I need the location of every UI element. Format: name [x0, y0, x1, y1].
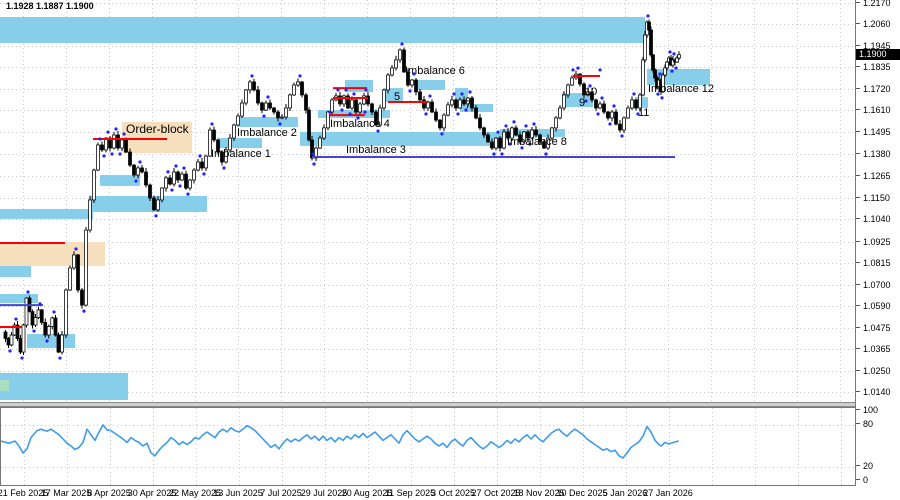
- price-tick-label: 1.0250: [856, 365, 891, 376]
- panel-separator[interactable]: [0, 402, 856, 407]
- date-tick-label: 27 Oct 2025: [471, 488, 521, 498]
- oscillator-panel[interactable]: [0, 407, 856, 486]
- oscillator-scale-label: 0: [855, 475, 869, 485]
- annotation-label[interactable]: Imbalance 3: [346, 144, 406, 156]
- date-tick-label: 21 Feb 2025: [0, 488, 49, 498]
- oscillator-scale-label: 20: [855, 461, 874, 471]
- date-tick-label: 3 Oct 2025: [430, 488, 476, 498]
- annotation-label[interactable]: 11: [638, 107, 650, 119]
- date-tick-label: 10 Dec 2025: [556, 488, 608, 498]
- date-tick-label: 7 Jul 2025: [260, 488, 302, 498]
- price-tick-label: 1.1495: [856, 127, 891, 138]
- price-tick-label: 1.0140: [856, 386, 891, 397]
- price-tick-label: 1.2170: [856, 0, 891, 9]
- date-tick-label: 30 Apr 2025: [127, 488, 177, 498]
- date-tick-label: 11 Sep 2025: [384, 488, 436, 498]
- current-price-badge: 1.1900: [856, 48, 900, 60]
- price-tick-label: 1.0475: [856, 322, 891, 333]
- annotation-label[interactable]: 7: [465, 99, 472, 111]
- price-tick-label: 1.0590: [856, 300, 891, 311]
- annotation-label[interactable]: 5: [394, 91, 401, 103]
- price-tick-label: 1.1265: [856, 171, 891, 182]
- main-chart-svg[interactable]: [0, 0, 855, 402]
- price-tick-label: 1.1150: [856, 193, 890, 204]
- price-tick-label: 1.2060: [856, 19, 891, 30]
- date-tick-label: 8 Apr 2025: [87, 488, 131, 498]
- annotation-label[interactable]: Imbalance 1: [211, 148, 271, 160]
- date-tick-label: 27 Jan 2026: [643, 488, 693, 498]
- oscillator-scale-label: 80: [855, 419, 874, 429]
- price-tick-label: 1.0700: [856, 279, 891, 290]
- annotation-label[interactable]: Imbalance 2: [237, 127, 297, 139]
- price-tick-label: 1.0925: [856, 236, 891, 247]
- price-tick-label: 1.0815: [856, 257, 891, 268]
- price-axis[interactable]: 1.1900 1.2170 1.2060 1.1945 1.1835 1.1720 1.1…: [855, 0, 900, 486]
- annotation-label[interactable]: 9: [579, 97, 586, 109]
- annotation-label[interactable]: 10: [585, 86, 598, 98]
- chart-area[interactable]: 1.1928 1.1887 1.1900 Order-block Imbalanc…: [0, 0, 855, 402]
- price-tick-label: 1.1380: [856, 149, 891, 160]
- annotation-label[interactable]: Imbalance 8: [507, 136, 567, 148]
- annotation-label[interactable]: Imbalance 12: [648, 83, 715, 95]
- date-tick-label: 13 Jun 2025: [213, 488, 263, 498]
- price-tick-label: 1.1945: [856, 41, 891, 52]
- ohlc-quote-text: 1.1928 1.1887 1.1900: [6, 1, 94, 11]
- date-tick-label: 22 May 2025: [168, 488, 222, 498]
- date-tick-label: 29 Jul 2025: [300, 488, 348, 498]
- annotation-label[interactable]: Imbalance 4: [330, 118, 390, 130]
- date-tick-label: 20 Aug 2025: [341, 488, 393, 498]
- date-tick-label: 17 Mar 2025: [40, 488, 92, 498]
- date-axis[interactable]: 21 Feb 2025 17 Mar 2025 8 Apr 2025 30 Apr 2…: [0, 486, 856, 500]
- oscillator-scale-label: 100: [855, 405, 879, 415]
- annotation-label[interactable]: Imbalance 6: [405, 65, 465, 77]
- price-tick-label: 1.1720: [856, 84, 891, 95]
- annotation-label[interactable]: Order-block: [126, 122, 189, 136]
- date-tick-label: 18 Nov 2025: [513, 488, 565, 498]
- date-tick-label: 5 Jan 2026: [602, 488, 648, 498]
- price-tick-label: 1.1040: [856, 214, 891, 225]
- price-tick-label: 1.1610: [856, 105, 891, 116]
- oscillator-svg: [0, 408, 855, 485]
- price-tick-label: 1.0365: [856, 343, 891, 354]
- price-tick-label: 1.1835: [856, 62, 891, 73]
